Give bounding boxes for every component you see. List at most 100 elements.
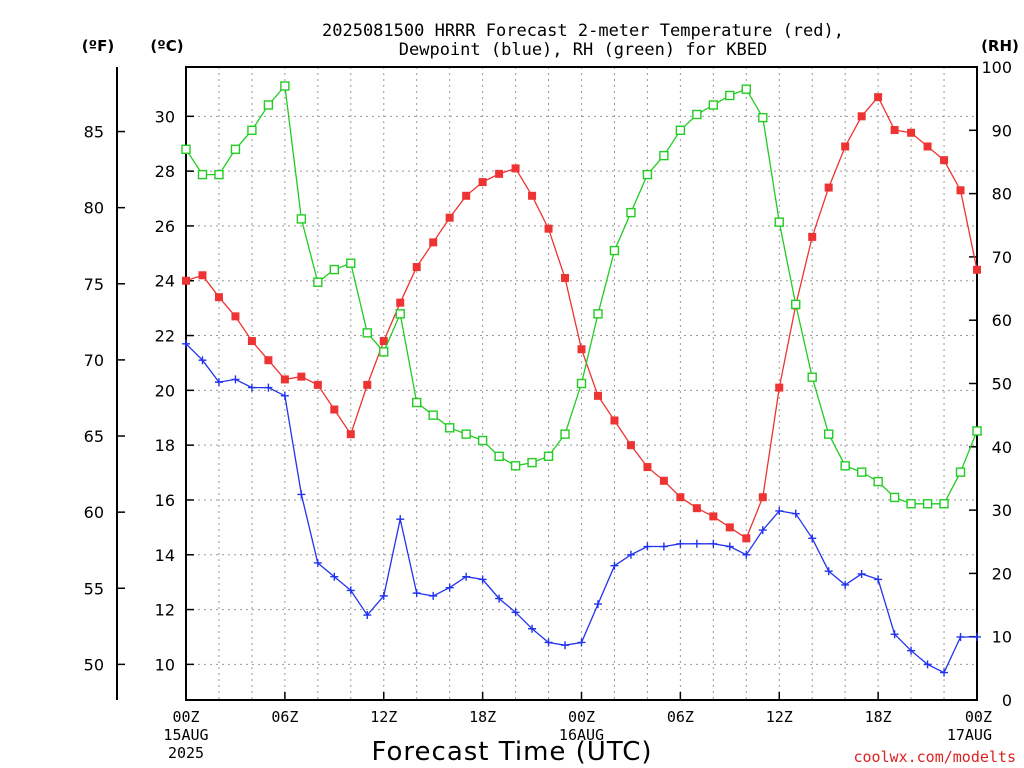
celsius-tick-label: 22 <box>155 327 175 346</box>
rh-unit-label: (RH) <box>981 37 1019 55</box>
time-tick-label: 00Z <box>172 708 199 726</box>
credit-text: coolwx.com/modelts <box>853 748 1016 766</box>
dewpoint-point <box>725 542 734 551</box>
series-temperature <box>182 93 981 543</box>
rh-point <box>181 144 191 154</box>
dewpoint-point <box>890 630 899 639</box>
temperature-point <box>561 274 570 282</box>
rh-point <box>955 467 966 477</box>
rh-point <box>692 109 702 120</box>
dewpoint-point <box>775 506 784 515</box>
rh-point <box>725 90 735 101</box>
temperature-point <box>412 263 421 272</box>
rh-tick-label: 80 <box>992 185 1012 204</box>
series-layer <box>181 81 982 677</box>
temperature-point <box>973 265 981 274</box>
dewpoint-line <box>185 343 977 674</box>
rh-point <box>823 429 834 439</box>
dewpoint-point <box>264 383 273 392</box>
rh-tick-label: 0 <box>1002 691 1012 710</box>
dewpoint-point <box>676 539 685 548</box>
temperature-point <box>577 345 586 354</box>
rh-point <box>675 125 686 136</box>
dewpoint-point <box>495 594 504 603</box>
dewpoint-point <box>857 569 866 578</box>
temperature-point <box>824 183 833 192</box>
dewpoint-point <box>940 668 949 677</box>
dewpoint-point <box>907 646 916 655</box>
temperature-point <box>198 271 207 280</box>
temperature-point <box>676 493 685 502</box>
dewpoint-point <box>577 638 586 647</box>
rh-point <box>708 100 719 110</box>
dewpoint-point <box>544 638 553 647</box>
rh-point <box>428 410 438 420</box>
temperature-point <box>808 232 817 241</box>
dewpoint-point <box>742 550 751 559</box>
temperature-point <box>379 337 388 346</box>
time-date-label: 17AUG <box>947 726 992 744</box>
fahrenheit-tick-label: 70 <box>84 351 104 370</box>
rh-point <box>939 499 949 509</box>
temperature-point <box>593 391 602 400</box>
dewpoint-point <box>874 575 883 584</box>
temperature-point <box>923 142 932 151</box>
rh-point <box>379 347 389 357</box>
rh-point <box>510 461 521 471</box>
rh-point <box>807 372 817 382</box>
temperature-point <box>511 164 520 173</box>
rh-point <box>741 84 751 94</box>
rh-point <box>395 309 405 319</box>
dewpoint-point <box>231 375 240 384</box>
rh-point <box>313 277 323 287</box>
rh-point <box>477 435 488 446</box>
celsius-axis-ticks: 10 12 14 16 18 20 22 24 26 28 30 <box>155 107 194 674</box>
rh-tick-label: 30 <box>992 501 1012 520</box>
time-tick-label: 06Z <box>271 708 298 726</box>
temperature-point <box>429 238 438 247</box>
rh-point <box>758 112 768 123</box>
dewpoint-point <box>659 542 668 551</box>
dewpoint-point <box>462 572 471 581</box>
dewpoint-point <box>973 632 981 641</box>
temperature-point <box>841 142 850 151</box>
dewpoint-point <box>363 611 372 620</box>
fahrenheit-tick-label: 80 <box>84 199 104 218</box>
temperature-point <box>692 504 701 513</box>
temperature-point <box>758 493 767 502</box>
temperature-point <box>264 356 273 365</box>
celsius-unit-label: (ºC) <box>150 37 183 55</box>
temperature-point <box>528 191 537 200</box>
dewpoint-point <box>511 608 520 617</box>
dewpoint-point <box>280 391 289 400</box>
rh-point <box>444 423 455 433</box>
rh-point <box>329 264 340 275</box>
temperature-point <box>775 383 784 392</box>
rh-tick-label: 70 <box>992 248 1012 267</box>
dewpoint-point <box>346 586 355 595</box>
temperature-point <box>445 213 454 222</box>
dewpoint-point <box>214 378 223 387</box>
fahrenheit-tick-label: 85 <box>84 123 104 142</box>
dewpoint-point <box>709 539 718 548</box>
dewpoint-point <box>758 526 767 535</box>
fahrenheit-axis-ticks: 50 55 60 65 70 75 80 85 <box>84 123 125 674</box>
rh-tick-label: 40 <box>992 438 1012 457</box>
rh-point <box>362 328 372 338</box>
time-tick-label: 12Z <box>370 708 397 726</box>
rh-point <box>494 451 504 461</box>
rh-point <box>576 378 587 389</box>
rh-point <box>609 245 620 256</box>
rh-point <box>889 492 900 503</box>
series-dewpoint <box>182 339 981 677</box>
fahrenheit-tick-label: 50 <box>84 655 104 674</box>
temperature-point <box>544 224 553 233</box>
dewpoint-point <box>297 490 306 499</box>
rh-point <box>214 169 224 180</box>
time-tick-label: 18Z <box>865 708 892 726</box>
rh-tick-label: 20 <box>992 564 1012 583</box>
rh-point <box>543 451 554 461</box>
celsius-tick-label: 18 <box>155 436 175 455</box>
rh-point <box>791 299 801 310</box>
temperature-point <box>956 186 965 195</box>
